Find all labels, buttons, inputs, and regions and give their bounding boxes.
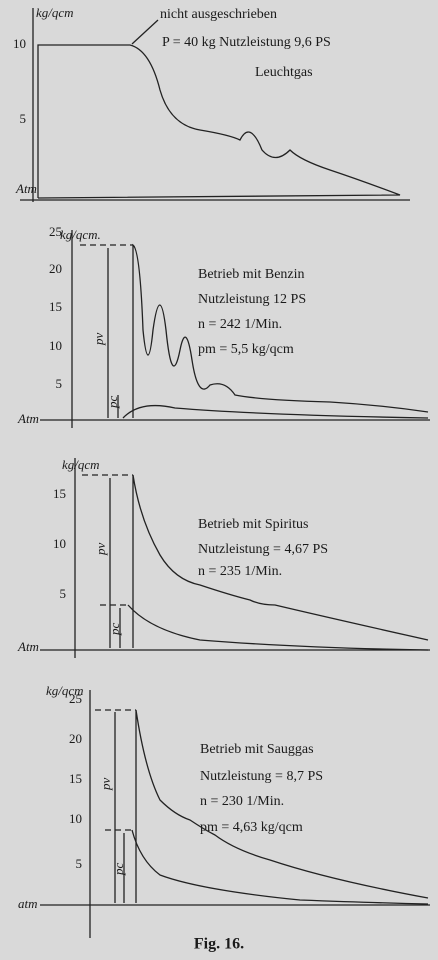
tick-label: 15 xyxy=(53,486,66,501)
unit: kg/qcm xyxy=(36,5,74,20)
tick-label: 5 xyxy=(60,586,67,601)
marker: pv xyxy=(91,333,106,347)
baseline-label: Atm xyxy=(17,639,39,654)
note: nicht ausgeschrieben xyxy=(160,7,277,22)
tick-label: 15 xyxy=(49,299,62,314)
curve xyxy=(132,474,429,648)
text-line: n = 242 1/Min. xyxy=(198,317,282,332)
unit: kg/qcm xyxy=(62,457,100,472)
text-line: Nutzleistung 12 PS xyxy=(198,292,306,307)
curve xyxy=(135,709,429,903)
curve xyxy=(132,243,429,418)
tick-label: 5 xyxy=(20,111,27,126)
marker: pc xyxy=(107,623,122,637)
tick-label: 20 xyxy=(49,261,62,276)
marker: pv xyxy=(98,778,113,792)
leader xyxy=(131,19,159,45)
baseline-label: Atm xyxy=(17,411,39,426)
tick-label: 10 xyxy=(69,811,82,826)
tick-label: 5 xyxy=(56,376,63,391)
unit: kg/qcm xyxy=(46,683,84,698)
tick-label: 25 xyxy=(49,224,62,239)
tick-label: 10 xyxy=(13,36,26,51)
baseline-label: atm xyxy=(18,896,38,911)
tick-label: 10 xyxy=(49,338,62,353)
unit: kg/qcm. xyxy=(60,227,101,242)
marker: pc xyxy=(105,396,120,410)
diagram-benzin: kg/qcm. 25 20 15 10 5 Atm pv pc Betrieb … xyxy=(17,224,430,428)
tick-label: 15 xyxy=(69,771,82,786)
tick-label: 10 xyxy=(53,536,66,551)
text-line: Nutzleistung = 4,67 PS xyxy=(198,542,328,557)
text-line: Betrieb mit Spiritus xyxy=(198,517,308,532)
marker: pc xyxy=(111,863,126,877)
diagram-leuchtgas: kg/qcm 10 5 Atm nicht ausgeschrieben P =… xyxy=(13,5,410,202)
text-line: Betrieb mit Benzin xyxy=(198,267,305,282)
tick-label: 25 xyxy=(69,691,82,706)
text-line: P = 40 kg Nutzleistung 9,6 PS xyxy=(162,35,331,50)
baseline-label: Atm xyxy=(15,181,37,196)
curve xyxy=(131,829,429,905)
text-line: n = 235 1/Min. xyxy=(198,564,282,579)
tick-label: 20 xyxy=(69,731,82,746)
text-line: Nutzleistung = 8,7 PS xyxy=(200,769,323,784)
diagram-spiritus: kg/qcm 15 10 5 Atm pv pc Betrieb mit Spi… xyxy=(17,457,430,658)
curve xyxy=(122,404,429,419)
text-line: pm = 5,5 kg/qcm xyxy=(198,342,294,357)
curve xyxy=(37,44,401,199)
diagram-sauggas: kg/qcm 25 20 15 10 5 atm pv pc Betrieb m… xyxy=(18,683,430,938)
caption: Fig. 16. xyxy=(194,936,244,953)
text-line: pm = 4,63 kg/qcm xyxy=(200,820,303,835)
curve xyxy=(127,604,429,651)
text-line: n = 230 1/Min. xyxy=(200,794,284,809)
tick-label: 5 xyxy=(76,856,83,871)
text-line: Betrieb mit Sauggas xyxy=(200,742,314,757)
text-line: Leuchtgas xyxy=(255,65,313,80)
marker: pv xyxy=(93,543,108,557)
